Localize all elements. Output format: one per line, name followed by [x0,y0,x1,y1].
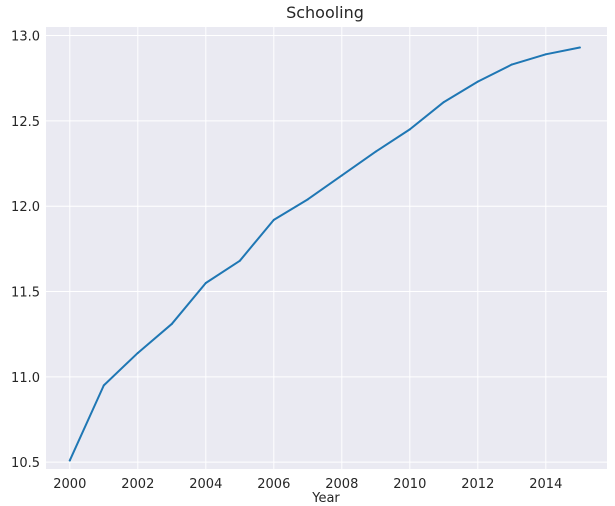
data-point [238,259,241,262]
x-tick-label: 2012 [461,477,494,492]
x-tick-label: 2004 [189,477,222,492]
y-tick-label: 11.0 [11,371,40,386]
x-axis-label: Year [311,491,340,506]
chart-title: Schooling [286,3,364,22]
series-group [68,46,581,462]
y-tick-label: 13.0 [11,30,40,45]
x-axis: 2000 2002 2004 2006 2008 2010 2012 2014 [53,477,562,492]
y-tick-label: 10.5 [11,456,40,471]
data-point [374,150,377,153]
data-point [442,101,445,104]
y-tick-label: 11.5 [11,286,40,301]
data-point [544,53,547,56]
x-tick-label: 2010 [393,477,426,492]
y-tick-label: 12.5 [11,115,40,130]
data-point [272,218,275,221]
data-point [476,80,479,83]
y-tick-label: 12.0 [11,200,40,215]
y-axis: 10.5 11.0 11.5 12.0 12.5 13.0 [11,30,40,472]
data-point [170,322,173,325]
data-point [340,174,343,177]
data-point [408,128,411,131]
data-point [136,351,139,354]
x-tick-label: 2002 [121,477,154,492]
x-tick-label: 2008 [325,477,358,492]
data-point [68,459,71,462]
data-point [578,46,581,49]
plot-area [46,27,607,469]
data-point [204,281,207,284]
data-point [102,384,105,387]
series-line [68,46,581,462]
grid-lines [46,27,607,469]
data-point [306,198,309,201]
data-point [510,63,513,66]
x-tick-label: 2006 [257,477,290,492]
x-tick-label: 2014 [529,477,562,492]
x-tick-label: 2000 [53,477,86,492]
